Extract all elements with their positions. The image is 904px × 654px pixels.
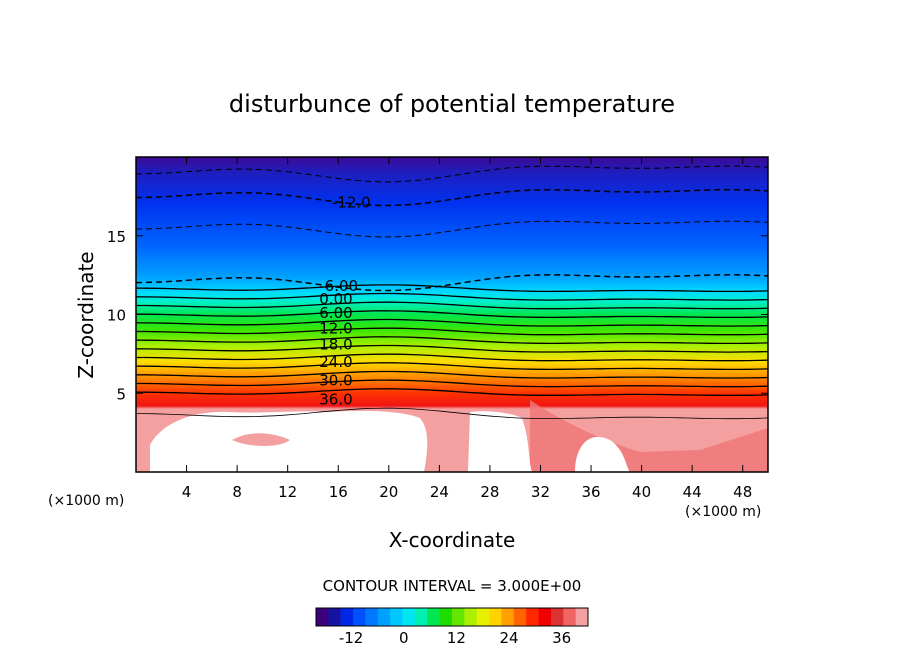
- colorbar-swatch: [464, 608, 478, 626]
- contour-line: [136, 344, 768, 353]
- contour-label: 12.0: [319, 320, 352, 338]
- x-tick-label: 40: [632, 483, 651, 501]
- colorbar-swatch: [390, 608, 404, 626]
- chart-title: disturbunce of potential temperature: [229, 90, 675, 118]
- x-tick-label: 36: [581, 483, 600, 501]
- x-tick-label: 12: [278, 483, 297, 501]
- colorbar-swatch: [550, 608, 564, 626]
- missing-region: [468, 411, 532, 472]
- contour-line: [136, 310, 768, 319]
- colorbar-tick-label: 0: [399, 629, 409, 647]
- y-tick-label: 15: [107, 228, 126, 246]
- colorbar-tick-label: 12: [447, 629, 466, 647]
- x-tick-label: 8: [232, 483, 242, 501]
- contour-line: [136, 165, 768, 183]
- z-units-label: (×1000 m): [48, 493, 124, 509]
- contour-line: [136, 407, 768, 420]
- colorbar: -12 0 12 24 36: [315, 607, 589, 647]
- colorbar-swatch: [526, 608, 540, 626]
- colorbar-swatch: [489, 608, 502, 626]
- x-tick-label: 48: [733, 483, 752, 501]
- colorbar-swatch: [476, 608, 490, 626]
- x-tick-label: 24: [430, 483, 449, 501]
- contour-label: 36.0: [319, 391, 352, 409]
- x-units-label: (×1000 m): [685, 504, 761, 520]
- contour-line: [136, 362, 768, 371]
- colorbar-frame: [315, 607, 589, 627]
- x-tick-label: 16: [329, 483, 348, 501]
- contour-line: [136, 353, 768, 362]
- contour-label: -6.00: [319, 277, 358, 295]
- colorbar-swatch: [513, 608, 527, 626]
- y-axis-label: Z-coordinate: [74, 251, 98, 378]
- x-axis-label: X-coordinate: [389, 528, 516, 552]
- colorbar-swatch: [365, 608, 379, 626]
- contour-line: [136, 370, 768, 379]
- contour-line: [136, 274, 768, 292]
- colorbar-swatch: [439, 608, 453, 626]
- colorbar-swatch: [427, 608, 441, 626]
- colorbar-swatch: [353, 608, 366, 626]
- missing-region: [150, 410, 428, 472]
- colorbar-swatch: [563, 608, 577, 626]
- colorbar-swatch: [501, 608, 515, 626]
- contour-label: 24.0: [319, 353, 352, 371]
- x-tick-label: 44: [683, 483, 702, 501]
- colorbar-swatch: [340, 608, 354, 626]
- colorbar-swatch: [538, 608, 552, 626]
- contour-interval-text: CONTOUR INTERVAL = 3.000E+00: [323, 577, 582, 595]
- contour-line: [136, 379, 768, 388]
- contour-line: [136, 318, 768, 327]
- contour-label: 6.00: [319, 304, 352, 322]
- contour-label: 0.00: [319, 290, 352, 308]
- x-tick-label: 4: [182, 483, 192, 501]
- colorbar-swatch: [414, 608, 428, 626]
- y-tick-label: 5: [116, 385, 126, 403]
- x-tick-label: 20: [379, 483, 398, 501]
- contour-line: [136, 336, 768, 345]
- contour-line: [136, 220, 768, 238]
- colorbar-swatch: [575, 608, 589, 626]
- colorbar-tick-label: -12: [339, 629, 364, 647]
- x-tick-label: 32: [531, 483, 550, 501]
- plot-area: [136, 157, 768, 472]
- contour-line: [136, 292, 768, 301]
- contour-line: [136, 388, 768, 397]
- contour-line: [136, 284, 768, 293]
- contour-label: -12.0: [332, 194, 371, 212]
- colorbar-swatch: [377, 608, 391, 626]
- contour-label: 18.0: [319, 335, 352, 353]
- contour-line: [136, 188, 768, 207]
- missing-region: [232, 433, 290, 446]
- missing-region: [575, 436, 630, 472]
- colorbar-tick-label: 36: [552, 629, 571, 647]
- colorbar-swatch: [452, 608, 465, 626]
- contour-line: [136, 327, 768, 336]
- colorbar-tick-label: 24: [499, 629, 518, 647]
- y-tick-label: 10: [107, 307, 126, 325]
- x-tick-label: 28: [480, 483, 499, 501]
- colorbar-swatch: [328, 608, 342, 626]
- colorbar-swatch: [402, 608, 416, 626]
- contour-label: 30.0: [319, 372, 352, 390]
- contour-lines: [136, 165, 768, 420]
- contour-line: [136, 301, 768, 310]
- colorbar-swatch: [316, 608, 329, 626]
